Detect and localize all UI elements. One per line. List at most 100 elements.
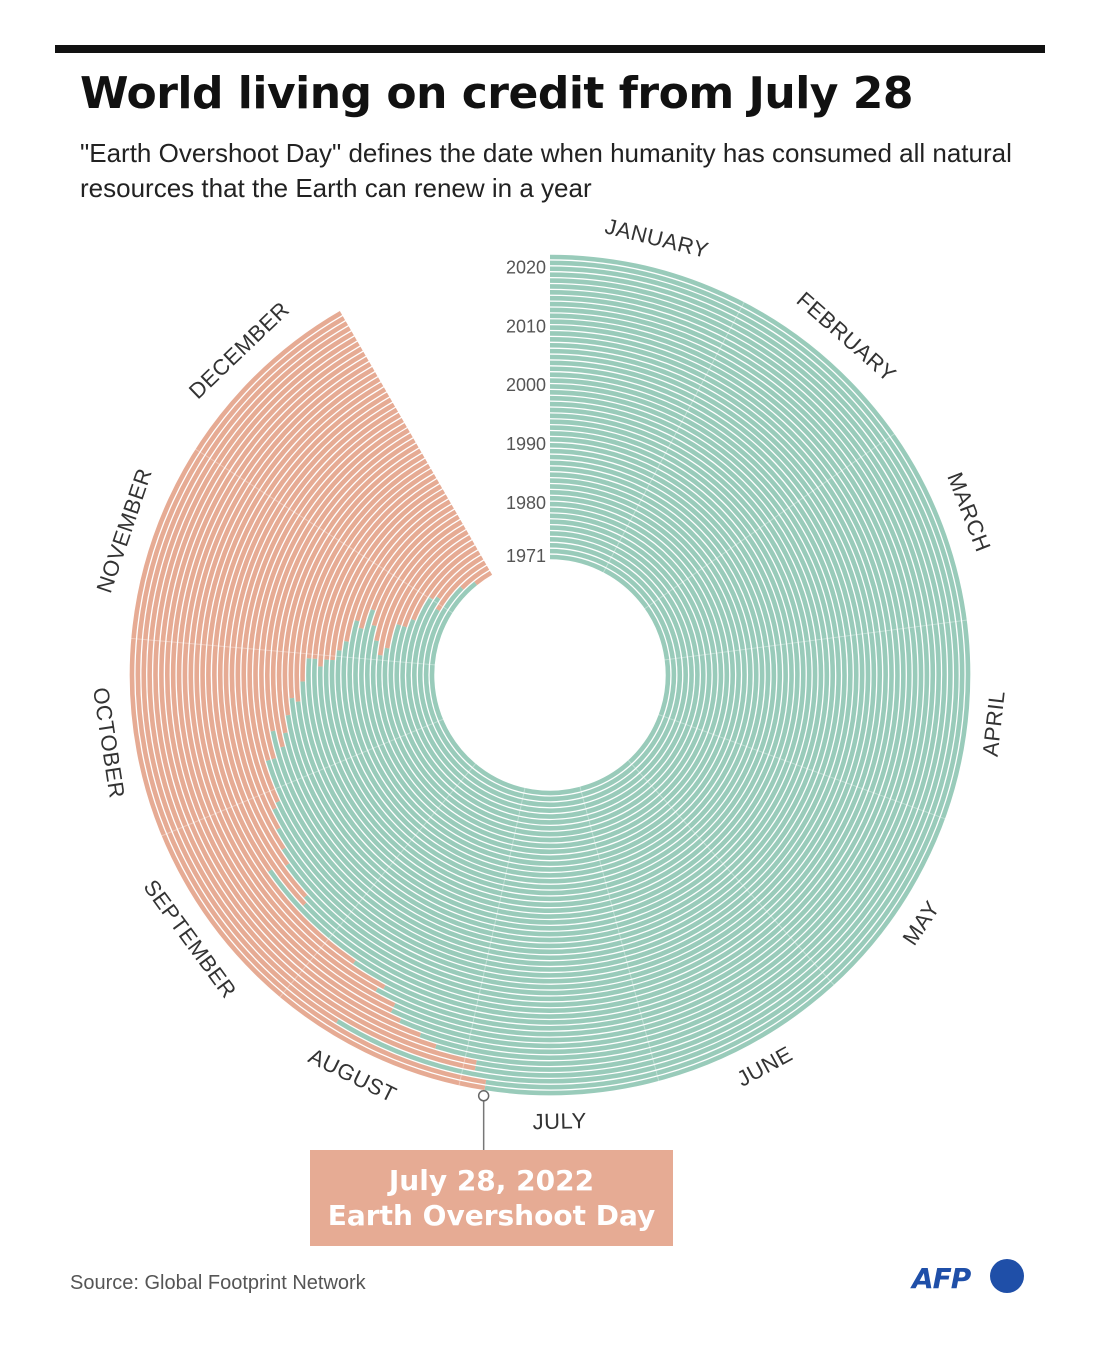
- ring-1998-after: [270, 433, 413, 748]
- ring-1980-before: [376, 501, 724, 849]
- ring-2012-before: [375, 313, 912, 1037]
- ring-2014-after: [176, 351, 393, 1013]
- ring-2001-after: [253, 417, 404, 762]
- ring-2019-before: [474, 272, 953, 1078]
- month-label-january: JANUARY: [603, 213, 712, 262]
- ring-1995-after: [288, 448, 422, 699]
- ring-2015-before: [399, 295, 930, 1055]
- year-label-2000: 2000: [506, 375, 546, 395]
- ring-1991-before: [312, 437, 788, 913]
- ring-1978-before: [388, 513, 712, 837]
- ring-2019-after: [147, 326, 476, 1071]
- ring-1999-before: [270, 389, 836, 961]
- ring-1982-after: [371, 514, 460, 627]
- month-divider-3: [662, 619, 969, 661]
- callout-date: July 28, 2022: [388, 1164, 595, 1197]
- ring-1972-after: [460, 565, 490, 590]
- month-divider-4: [656, 713, 947, 820]
- ring-1985-before: [347, 472, 753, 878]
- ring-1995-before: [289, 413, 812, 937]
- month-guides: [129, 300, 969, 1088]
- year-label-1980: 1980: [506, 493, 546, 513]
- callout-marker: [477, 1090, 490, 1150]
- month-divider-8: [278, 762, 478, 999]
- ring-1977-before: [394, 519, 706, 831]
- month-divider-10: [129, 637, 437, 666]
- ring-2022-before: [484, 254, 971, 1096]
- ring-2003-before: [272, 366, 859, 984]
- ring-2011-after: [194, 367, 386, 990]
- ring-2000-after: [259, 423, 407, 760]
- ring-2007-after: [217, 387, 387, 898]
- ring-2010-after: [200, 372, 378, 964]
- ring-2013-before: [393, 307, 918, 1043]
- month-label-may: MAY: [897, 896, 944, 949]
- ring-2013-after: [182, 356, 396, 1008]
- month-divider-9: [159, 718, 445, 837]
- ring-2009-before: [268, 331, 894, 1019]
- month-label-march: MARCH: [942, 469, 995, 556]
- ring-2020-after: [141, 321, 349, 1024]
- ring-2018-after: [153, 331, 477, 1065]
- ring-2017-before: [435, 284, 941, 1066]
- ring-2012-after: [188, 361, 378, 992]
- ring-1990-before: [317, 442, 783, 907]
- ring-2006-before: [285, 348, 877, 1002]
- ring-2016-before: [419, 289, 936, 1060]
- ring-1994-before: [295, 419, 806, 931]
- ring-2021-after: [135, 316, 487, 1085]
- ring-2008-before: [303, 337, 888, 1013]
- ring-1975-after: [429, 550, 481, 600]
- ring-1972-before: [423, 548, 677, 802]
- ring-1988-before: [329, 454, 771, 896]
- overshoot-callout: July 28, 2022 Earth Overshoot Day: [310, 1150, 673, 1246]
- page-subtitle: "Earth Overshoot Day" defines the date w…: [80, 138, 1012, 203]
- year-label-2010: 2010: [506, 316, 546, 336]
- callout-point: [477, 1090, 490, 1102]
- ring-1987-after: [337, 489, 446, 651]
- ring-2002-before: [275, 372, 853, 978]
- ring-1998-before: [280, 395, 830, 955]
- ring-1982-before: [365, 489, 735, 861]
- ring-1973-before: [417, 542, 682, 808]
- ring-2007-before: [303, 342, 882, 1008]
- ring-2021-before: [485, 260, 965, 1090]
- month-divider-7: [458, 786, 526, 1088]
- ring-1975-before: [406, 531, 694, 819]
- ring-2006-after: [223, 392, 390, 866]
- month-label-april: APRIL: [978, 689, 1010, 757]
- ring-1981-after: [374, 519, 463, 642]
- ring-1981-before: [370, 495, 730, 855]
- ring-2020-before: [336, 266, 959, 1084]
- ring-1980-after: [377, 524, 466, 656]
- ring-1992-before: [306, 431, 794, 919]
- ring-1983-before: [359, 484, 741, 866]
- page-title: World living on credit from July 28: [80, 68, 914, 119]
- ring-1979-before: [382, 507, 718, 843]
- ring-2008-after: [212, 382, 384, 906]
- year-label-2020: 2020: [506, 258, 546, 278]
- ring-1983-after: [370, 509, 457, 611]
- ring-2022-after: [129, 311, 486, 1091]
- ring-2018-before: [475, 278, 947, 1072]
- ring-2015-after: [170, 346, 402, 1023]
- ring-2011-before: [383, 319, 906, 1031]
- month-divider-11: [193, 447, 455, 615]
- ring-1979-after: [384, 530, 469, 649]
- ring-2005-after: [229, 397, 393, 851]
- ring-2004-after: [235, 402, 396, 830]
- ring-1985-after: [354, 499, 451, 622]
- ring-1976-before: [400, 525, 700, 825]
- ring-2003-after: [241, 407, 399, 810]
- ring-1989-after: [324, 479, 440, 660]
- year-label-1971: 1971: [506, 546, 546, 566]
- ring-2002-after: [247, 412, 401, 803]
- afp-logo-text: AFP: [912, 1262, 971, 1295]
- ring-1971-before: [429, 554, 671, 796]
- ring-1989-before: [323, 448, 777, 902]
- month-label-october: OCTOBER: [88, 686, 130, 800]
- ring-1993-after: [300, 458, 428, 682]
- month-divider-2: [643, 432, 896, 611]
- ring-1974-before: [412, 537, 688, 813]
